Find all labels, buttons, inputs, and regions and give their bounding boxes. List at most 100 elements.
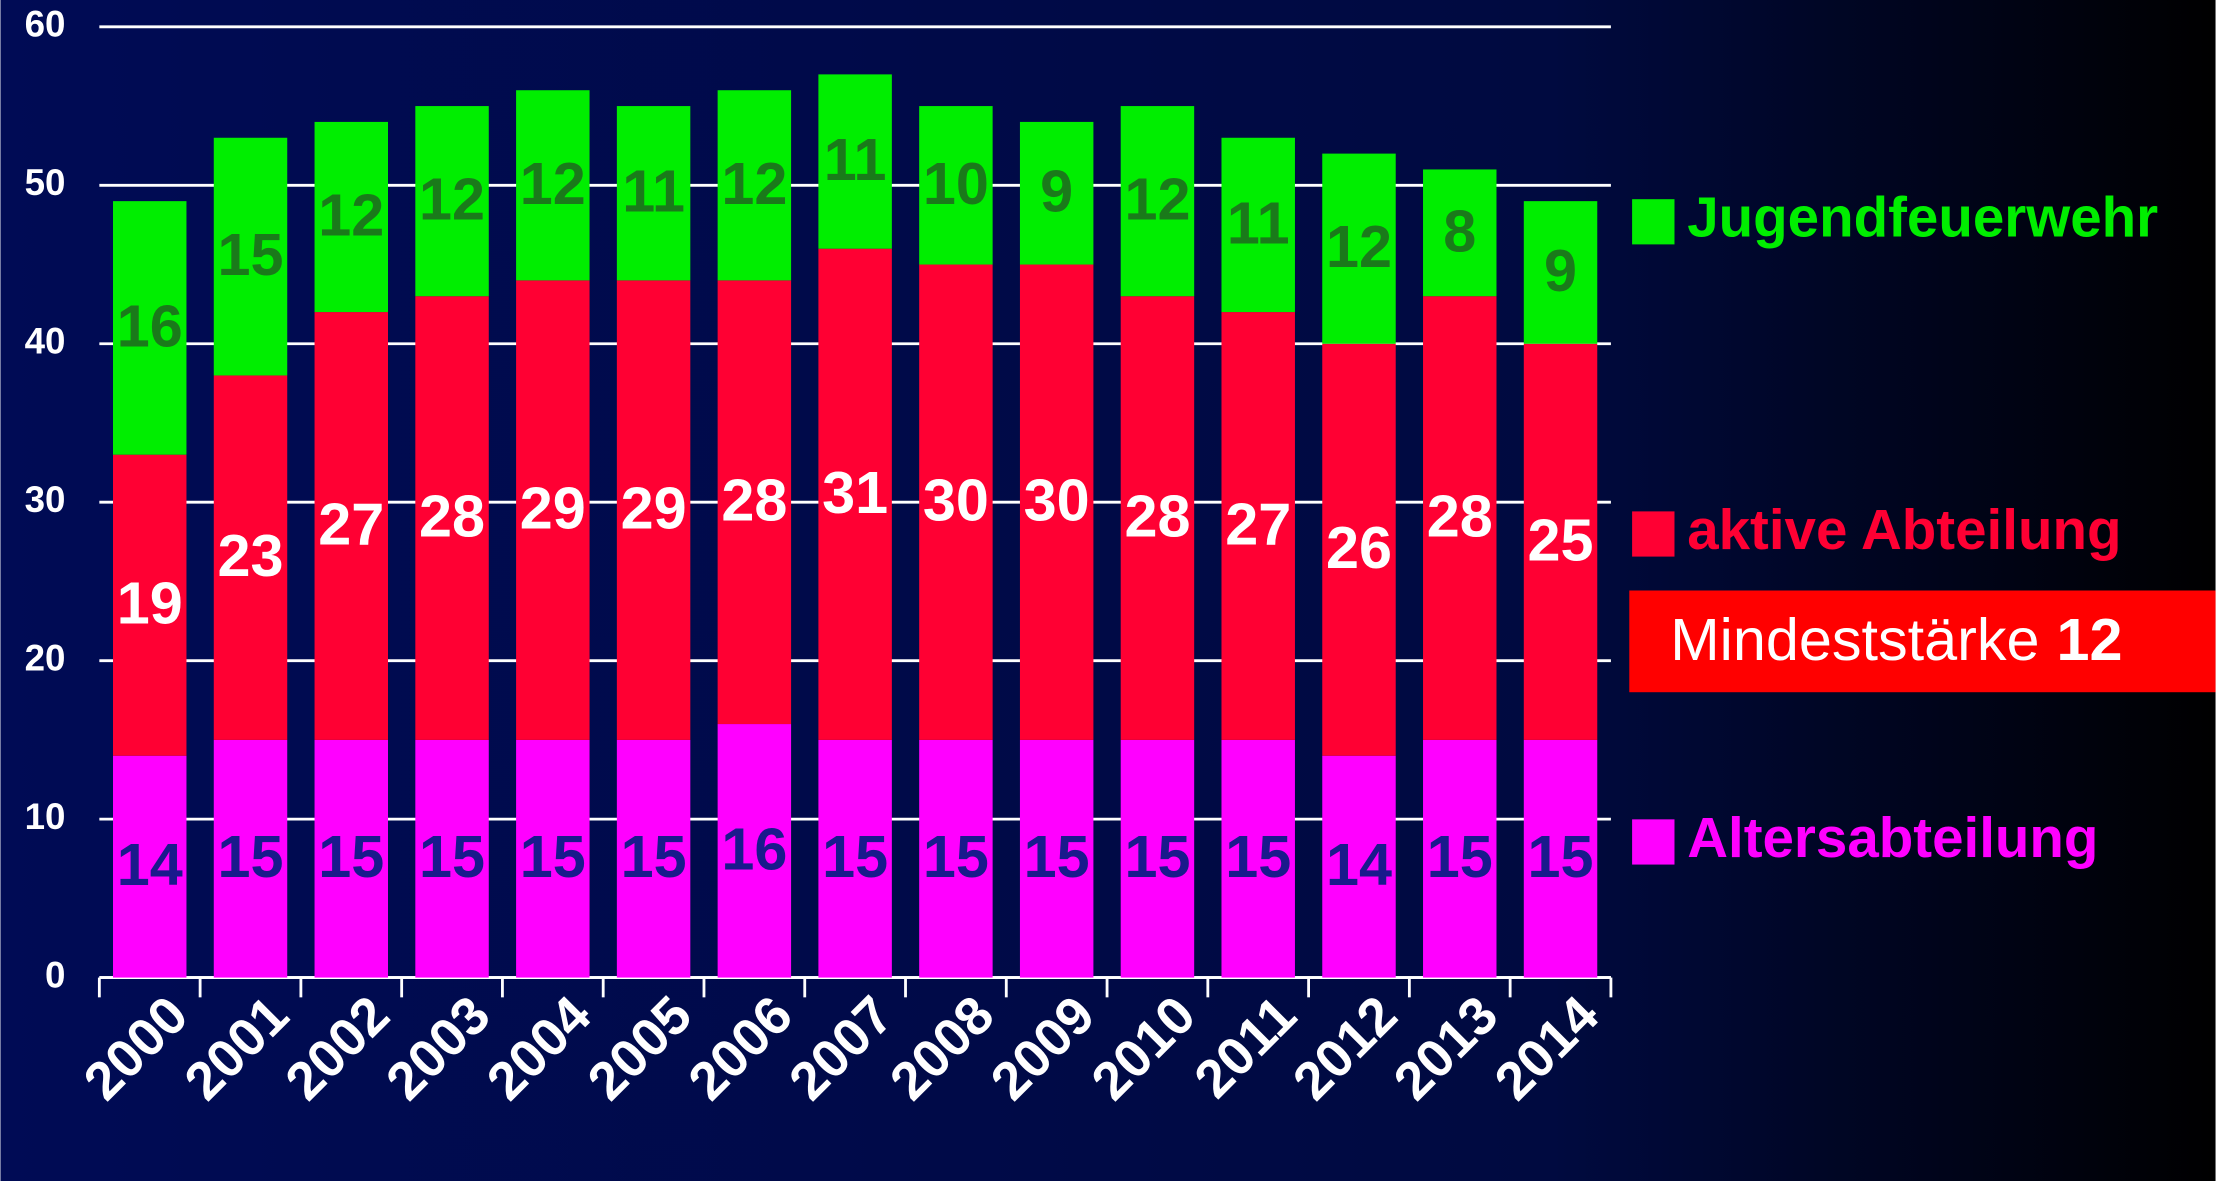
data-label: 12: [520, 150, 586, 217]
bar-segment: [113, 454, 187, 756]
data-label: 15: [1124, 823, 1190, 890]
data-label: 25: [1528, 506, 1594, 573]
data-label: 15: [318, 823, 384, 890]
y-tick-label: 10: [25, 796, 66, 837]
bar-segment: [717, 90, 792, 281]
bar-segment: [717, 724, 792, 978]
y-tick-label: 60: [25, 4, 66, 45]
bar-segment: [818, 739, 892, 978]
data-label: 11: [622, 158, 685, 225]
bar-segment: [818, 248, 892, 740]
data-label: 28: [721, 467, 787, 534]
data-label: 12: [721, 150, 787, 217]
data-label: 12: [419, 166, 485, 233]
bar-segment: [1120, 106, 1195, 297]
data-label: 31: [822, 459, 888, 526]
legend-label: aktive Abteilung: [1687, 498, 2121, 561]
data-label: 30: [1024, 467, 1090, 534]
bar-segment: [919, 264, 993, 740]
data-label: 15: [923, 823, 989, 890]
annotation-value: 12: [2056, 606, 2122, 673]
bar-segment: [1523, 739, 1598, 978]
bar-segment: [1523, 201, 1598, 344]
data-label: 8: [1443, 197, 1476, 264]
bar-segment: [616, 280, 691, 740]
bar-segment: [1423, 296, 1497, 740]
annotation-box: [1629, 590, 2216, 693]
bar-segment: [919, 106, 993, 265]
bar-segment: [213, 739, 288, 978]
bar-segment: [1120, 739, 1195, 978]
bar-segment: [1019, 264, 1094, 740]
bar-segment: [1423, 169, 1497, 297]
bar-segment: [616, 739, 691, 978]
data-label: 9: [1544, 237, 1577, 304]
annotation: Mindeststärke 12: [1670, 606, 2122, 673]
y-tick-label: 30: [25, 479, 66, 520]
y-tick-label: 50: [25, 162, 66, 203]
y-tick-label: 0: [45, 954, 65, 995]
data-label: 28: [1124, 483, 1190, 550]
data-label: 29: [520, 475, 586, 542]
data-label: 16: [117, 292, 183, 359]
bar-segment: [1523, 343, 1598, 740]
data-label: 23: [218, 522, 284, 589]
bar-segment: [1322, 755, 1396, 978]
data-label: 15: [1225, 823, 1291, 890]
data-label: 12: [318, 181, 384, 248]
data-label: 27: [1225, 490, 1291, 557]
bar-segment: [415, 106, 489, 297]
annotation-text: Mindeststärke: [1670, 606, 2039, 673]
data-label: 14: [1326, 831, 1392, 898]
data-label: 27: [318, 490, 384, 557]
data-label: 29: [621, 475, 687, 542]
data-label: 15: [822, 823, 888, 890]
data-label: 11: [824, 126, 887, 193]
data-label: 15: [621, 823, 687, 890]
data-label: 15: [1528, 823, 1594, 890]
legend-label: Jugendfeuerwehr: [1687, 186, 2158, 249]
data-label: 15: [218, 823, 284, 890]
data-label: 15: [1024, 823, 1090, 890]
data-label: 30: [923, 467, 989, 534]
bar-segment: [919, 739, 993, 978]
legend-swatch: [1632, 199, 1675, 245]
data-label: 28: [419, 483, 485, 550]
bar-segment: [1221, 137, 1295, 313]
data-label: 28: [1427, 483, 1493, 550]
bar-segment: [516, 90, 590, 281]
y-tick-label: 20: [25, 637, 66, 678]
data-label: 11: [1227, 189, 1290, 256]
bar-segment: [1322, 153, 1396, 344]
bar-segment: [1423, 739, 1497, 978]
data-label: 10: [923, 150, 989, 217]
bar-segment: [1019, 739, 1094, 978]
y-tick-label: 40: [25, 320, 66, 361]
bar-segment: [213, 137, 288, 376]
bar-segment: [415, 739, 489, 978]
data-label: 26: [1326, 514, 1392, 581]
bar-segment: [415, 296, 489, 740]
data-label: 14: [117, 831, 183, 898]
bar-segment: [717, 280, 792, 725]
data-label: 15: [419, 823, 485, 890]
bar-segment: [1322, 343, 1396, 756]
bar-segment: [1221, 312, 1295, 740]
data-label: 19: [117, 570, 183, 637]
bar-segment: [616, 106, 691, 281]
bar-segment: [1019, 121, 1094, 265]
bar-segment: [314, 121, 389, 313]
bar-segment: [1221, 739, 1295, 978]
data-label: 9: [1040, 158, 1073, 225]
bar-segment: [516, 280, 590, 740]
bar-segment: [113, 755, 187, 978]
bar-segment: [213, 375, 288, 740]
data-label: 16: [721, 815, 787, 882]
data-label: 12: [1326, 213, 1392, 280]
data-label: 12: [1124, 166, 1190, 233]
legend-swatch: [1632, 511, 1675, 557]
data-label: 15: [520, 823, 586, 890]
legend-label: Altersabteilung: [1687, 806, 2098, 869]
